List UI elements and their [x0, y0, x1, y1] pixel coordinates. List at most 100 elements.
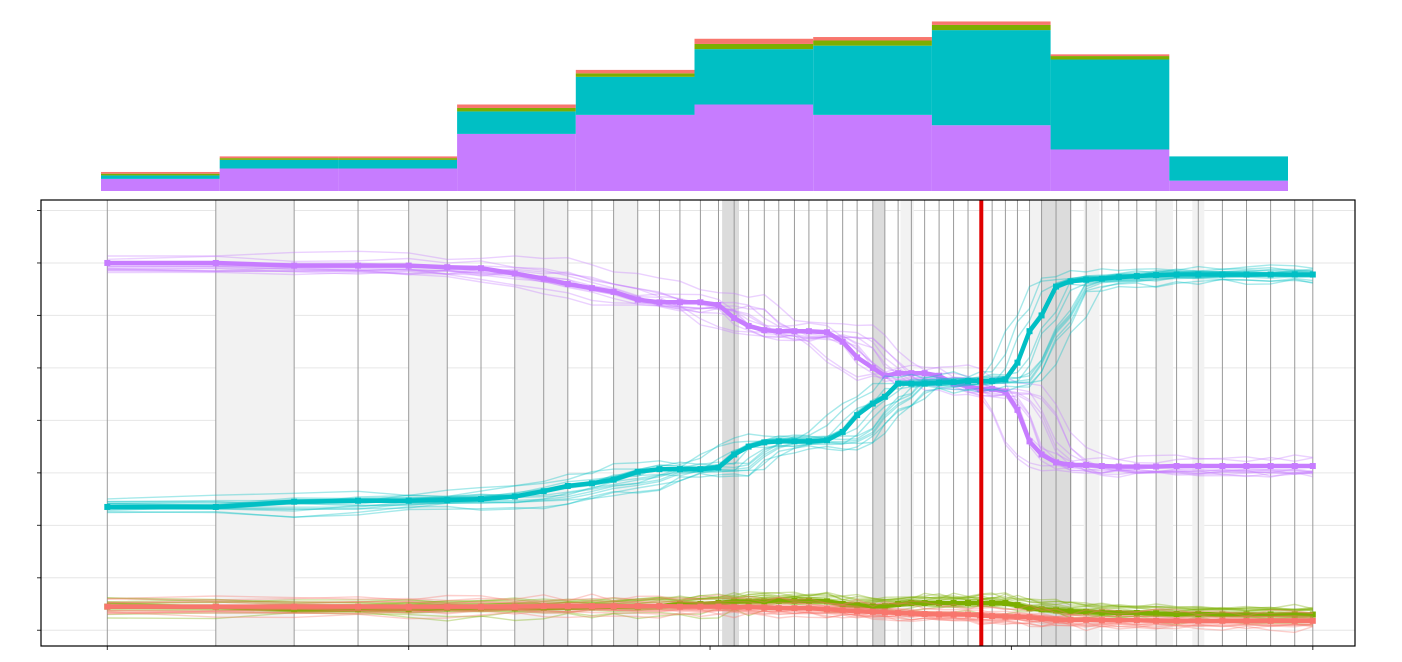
series-point-green	[1267, 611, 1274, 618]
series-point-green	[854, 602, 861, 609]
series-point-red	[1098, 617, 1105, 624]
series-point-purple	[1133, 463, 1140, 470]
series-point-green	[921, 599, 928, 606]
bar-segment-9-green	[1050, 56, 1170, 60]
series-point-green	[791, 597, 798, 604]
bar-segment-3-red	[338, 156, 458, 159]
trace-red	[107, 607, 1313, 625]
series-point-teal	[715, 464, 722, 471]
series-point-purple	[478, 265, 485, 272]
trace-red	[107, 609, 1313, 629]
series-point-purple	[104, 259, 111, 266]
series-point-teal	[1219, 271, 1226, 278]
series-point-purple	[1002, 388, 1009, 395]
shaded-band	[1083, 200, 1100, 646]
series-point-red	[950, 611, 957, 618]
series-point-green	[936, 599, 943, 606]
series-point-green	[1038, 606, 1045, 613]
series-point-teal	[1309, 271, 1316, 278]
series-point-teal	[564, 482, 571, 489]
trace-purple	[107, 250, 1313, 462]
trace-red	[107, 599, 1313, 619]
series-point-red	[697, 603, 704, 610]
bar-segment-9-purple	[1050, 149, 1170, 191]
series-point-red	[881, 609, 888, 616]
series-point-red	[965, 611, 972, 618]
series-point-red	[634, 603, 641, 610]
trace-teal	[107, 275, 1313, 512]
series-point-teal	[1115, 274, 1122, 281]
shaded-band	[215, 200, 295, 646]
trace-red	[107, 608, 1313, 628]
series-point-teal	[1243, 271, 1250, 278]
series-point-purple	[805, 328, 812, 335]
series-point-green	[1173, 610, 1180, 617]
series-point-red	[1291, 617, 1298, 624]
series-point-teal	[511, 493, 518, 500]
series-point-red	[1173, 617, 1180, 624]
series-point-teal	[104, 503, 111, 510]
series-point-red	[1083, 616, 1090, 623]
trace-green	[107, 592, 1313, 612]
series-point-teal	[676, 466, 683, 473]
series-point-purple	[854, 354, 861, 361]
series-point-purple	[761, 327, 768, 334]
series-point-purple	[881, 372, 888, 379]
series-point-purple	[1098, 463, 1105, 470]
bar-segment-1-red	[101, 171, 220, 174]
series-point-teal	[839, 428, 846, 435]
series-point-purple	[1173, 463, 1180, 470]
series-point-green	[881, 603, 888, 610]
series-point-teal	[745, 443, 752, 450]
series-point-purple	[564, 280, 571, 287]
series-point-teal	[1002, 376, 1009, 383]
series-point-green	[908, 599, 915, 606]
series-point-purple	[1038, 451, 1045, 458]
shaded-band	[408, 200, 448, 646]
series-point-red	[588, 603, 595, 610]
shaded-band	[872, 200, 885, 646]
series-point-purple	[1083, 461, 1090, 468]
series-point-green	[1026, 605, 1033, 612]
bar-segment-1-purple	[101, 178, 220, 191]
trace-green	[107, 593, 1313, 611]
series-point-red	[1219, 617, 1226, 624]
series-point-green	[1067, 608, 1074, 615]
series-point-red	[444, 603, 451, 610]
series-point-teal	[1026, 328, 1033, 335]
series-point-red	[291, 603, 298, 610]
series-point-red	[989, 613, 996, 620]
series-point-purple	[697, 299, 704, 306]
trace-green	[107, 591, 1313, 610]
series-point-purple	[291, 262, 298, 269]
series-point-teal	[1195, 271, 1202, 278]
series-point-teal	[908, 380, 915, 387]
trace-red	[107, 611, 1314, 634]
series-point-teal	[1014, 359, 1021, 366]
series-point-red	[715, 603, 722, 610]
series-point-green	[1133, 609, 1140, 616]
bar-segment-2-purple	[219, 168, 339, 191]
series-point-teal	[291, 498, 298, 505]
series-point-teal	[881, 393, 888, 400]
series-point-red	[908, 610, 915, 617]
series-point-purple	[1053, 459, 1060, 466]
series-point-red	[761, 604, 768, 611]
series-point-purple	[775, 328, 782, 335]
trace-purple	[107, 266, 1313, 478]
series-point-red	[511, 603, 518, 610]
series-point-teal	[1067, 278, 1074, 285]
series-point-red	[1309, 617, 1316, 624]
series-point-purple	[823, 329, 830, 336]
trace-red	[107, 594, 1313, 617]
trace-purple	[107, 268, 1313, 475]
series-point-purple	[869, 364, 876, 371]
series-point-teal	[1291, 271, 1298, 278]
trace-teal	[107, 278, 1313, 519]
series-point-purple	[588, 285, 595, 292]
series-point-teal	[791, 438, 798, 445]
plot-frame	[40, 199, 1356, 647]
bar-segment-3-teal	[338, 159, 458, 169]
series-point-red	[676, 603, 683, 610]
